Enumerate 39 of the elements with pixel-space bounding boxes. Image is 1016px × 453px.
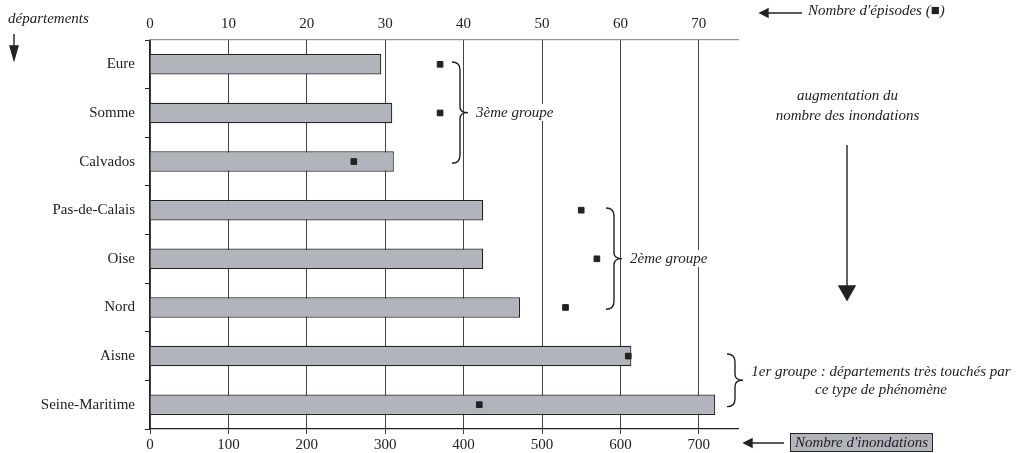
text: 1er groupe : départements très touchés par ce type de phénomène xyxy=(749,362,1013,399)
y-axis-title: départements xyxy=(8,10,89,27)
y-tick-label: Aisne xyxy=(100,347,136,363)
x2-axis-title: Nombre d'épisodes (■) xyxy=(808,2,945,19)
annotation: 3ème groupe xyxy=(474,104,556,122)
point xyxy=(562,304,569,311)
x2-tick-label: 40 xyxy=(456,14,472,31)
x2-tick-label: 60 xyxy=(612,14,628,31)
y-tick-label: Pas-de-Calais xyxy=(52,201,136,218)
x-tick-label: 100 xyxy=(217,435,240,452)
x2-tick-label: 30 xyxy=(377,14,393,31)
x-tick-label: 200 xyxy=(295,435,319,452)
x2-tick-label: 10 xyxy=(220,14,236,31)
text: augmentation du nombre des inondations xyxy=(775,86,920,125)
point xyxy=(624,352,632,360)
x2-tick-label: 0 xyxy=(146,14,154,31)
x-axis-title: Nombre d'inondations xyxy=(790,433,934,452)
point xyxy=(475,401,483,409)
y-tick-label: Seine-Maritime xyxy=(40,395,136,412)
x-tick-label: 500 xyxy=(530,435,554,452)
x-tick-label: 300 xyxy=(373,435,397,452)
x2-tick-label: 20 xyxy=(299,14,315,31)
point xyxy=(593,255,601,263)
y-tick-label: Oise xyxy=(107,249,136,266)
x-tick-label: 400 xyxy=(452,435,475,452)
x2-tick-label: 50 xyxy=(534,14,550,31)
point xyxy=(350,158,358,165)
x-tick-label: 700 xyxy=(687,435,711,452)
annotation: 2ème groupe xyxy=(628,250,710,268)
x2-tick-label: 70 xyxy=(691,14,707,31)
y-tick-label: Somme xyxy=(89,103,136,120)
point xyxy=(436,109,444,117)
x-tick-label: 600 xyxy=(609,435,632,452)
point xyxy=(436,60,444,68)
y-tick-label: Eure xyxy=(106,55,136,72)
y-tick-label: Nord xyxy=(104,298,136,315)
y-tick-label: Calvados xyxy=(79,152,136,169)
point xyxy=(577,206,585,214)
x-tick-label: 0 xyxy=(146,435,154,452)
